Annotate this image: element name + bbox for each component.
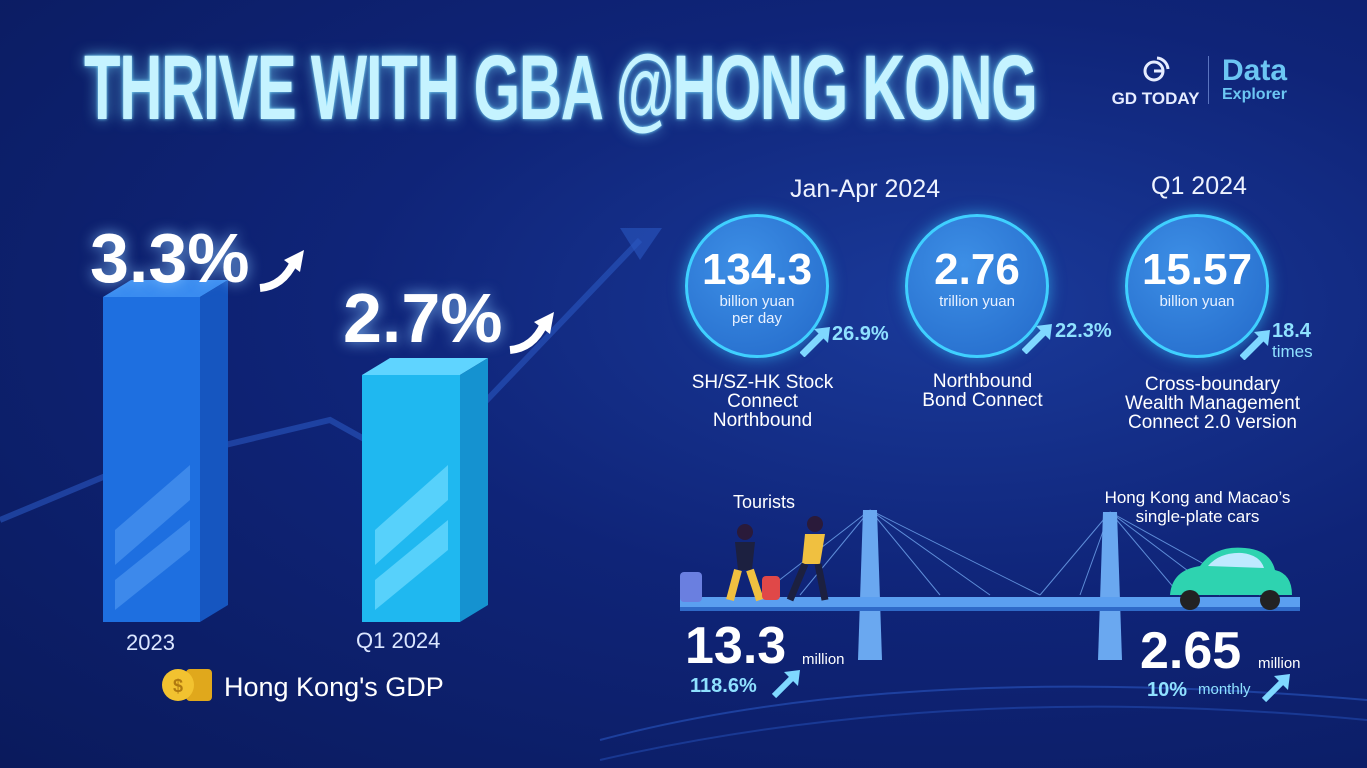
up-arrow-icon (259, 250, 304, 292)
stock-connect-caption: SH/SZ-HK Stock Connect Northbound (680, 373, 845, 430)
bar-label-2023: 2023 (126, 630, 175, 655)
bar-label-q1-2024: Q1 2024 (356, 628, 441, 653)
up-arrow-icon (1022, 324, 1052, 354)
caption-line: Connect (727, 391, 798, 412)
explorer-text: Explorer (1222, 86, 1287, 103)
up-arrow-icon (509, 312, 554, 354)
tourists-unit: million (802, 651, 845, 668)
gd-today-logo: GD TODAY (1108, 54, 1203, 109)
caption-line: SH/SZ-HK Stock (691, 372, 834, 393)
cars-unit: million (1258, 655, 1301, 672)
tourists-label: Tourists (733, 492, 796, 512)
stock-connect-circle: 134.3 billion yuan per day (685, 214, 829, 358)
wealth-connect-circle: 15.57 billion yuan (1125, 214, 1269, 358)
gdp-label: Hong Kong's GDP (224, 672, 444, 702)
coins-icon: $ (162, 669, 212, 701)
stock-connect-growth: 26.9% (832, 323, 889, 345)
gdp-bar-chart (103, 280, 488, 622)
bar-2023 (103, 280, 228, 622)
wealth-connect-caption: Cross-boundary Wealth Management Connect… (1105, 375, 1320, 432)
cars-label: Hong Kong and Macao’s single-plate cars (1085, 488, 1310, 526)
caption-line: Cross-boundary (1144, 374, 1281, 395)
bridge-illustration (680, 509, 1300, 660)
caption-line: single-plate cars (1135, 507, 1260, 526)
caption-line: Wealth Management (1125, 393, 1300, 414)
caption-line: Northbound (712, 410, 813, 431)
caption-line: Connect 2.0 version (1128, 412, 1297, 433)
page-title: THRIVE WITH GBA @HONG KONG (84, 37, 1038, 139)
data-explorer-logo: Data Explorer (1222, 56, 1287, 104)
up-arrow-icon (1262, 674, 1290, 702)
period-q1: Q1 2024 (1151, 172, 1247, 200)
bond-connect-circle: 2.76 trillion yuan (905, 214, 1049, 358)
up-arrow-icon (1240, 330, 1270, 360)
unit: per day (731, 310, 783, 327)
bond-connect-caption: Northbound Bond Connect (900, 372, 1065, 410)
caption-line: Northbound (932, 371, 1033, 392)
caption-line: Bond Connect (922, 390, 1043, 411)
unit: trillion yuan (939, 293, 1015, 310)
wealth-connect-growth: 18.4 (1272, 320, 1311, 342)
bond-connect-growth: 22.3% (1055, 320, 1112, 342)
cars-value: 2.65 (1140, 622, 1242, 680)
svg-text:$: $ (173, 676, 183, 696)
up-arrow-icon (800, 327, 830, 357)
cars-growth-unit: monthly (1198, 681, 1251, 698)
period-jan-apr: Jan-Apr 2024 (790, 175, 941, 203)
gd-today-text: GD TODAY (1111, 89, 1200, 108)
stock-connect-value: 134.3 (701, 245, 813, 294)
cars-growth: 10% (1147, 679, 1188, 701)
logo-divider (1208, 56, 1209, 104)
wealth-connect-value: 15.57 (1141, 245, 1253, 294)
gdp-q1-2024-value: 2.7% (343, 279, 503, 357)
tourists-value: 13.3 (685, 617, 787, 675)
unit: billion yuan (719, 293, 795, 310)
up-arrow-icon (772, 670, 800, 698)
bar-q1-2024 (362, 358, 488, 622)
bond-connect-value: 2.76 (934, 245, 1020, 294)
wealth-connect-growth-unit: times (1272, 342, 1313, 361)
unit: billion yuan (1159, 293, 1235, 310)
tourists-growth: 118.6% (690, 675, 757, 697)
data-text: Data (1222, 54, 1288, 87)
car-icon (1170, 547, 1292, 610)
gd-logo-icon (1143, 56, 1169, 82)
gdp-2023-value: 3.3% (90, 219, 250, 297)
tourists-figure (680, 516, 829, 602)
caption-line: Hong Kong and Macao’s (1104, 488, 1291, 507)
